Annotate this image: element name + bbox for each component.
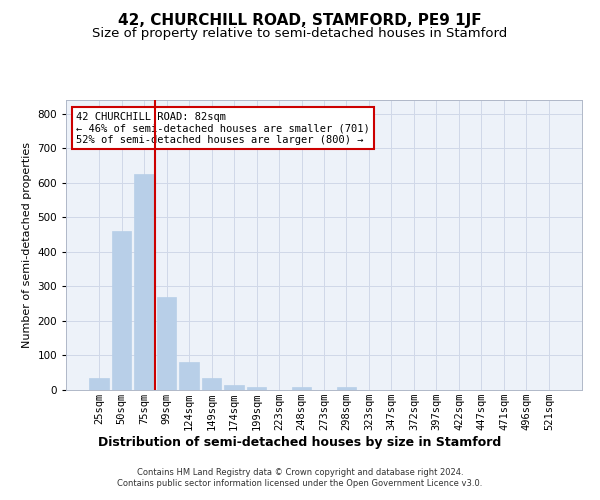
Bar — [112, 230, 131, 390]
Text: Size of property relative to semi-detached houses in Stamford: Size of property relative to semi-detach… — [92, 28, 508, 40]
Text: Contains HM Land Registry data © Crown copyright and database right 2024.
Contai: Contains HM Land Registry data © Crown c… — [118, 468, 482, 487]
Bar — [337, 386, 356, 390]
Y-axis label: Number of semi-detached properties: Number of semi-detached properties — [22, 142, 32, 348]
Bar — [134, 174, 154, 390]
Bar — [224, 385, 244, 390]
Text: 42 CHURCHILL ROAD: 82sqm
← 46% of semi-detached houses are smaller (701)
52% of : 42 CHURCHILL ROAD: 82sqm ← 46% of semi-d… — [76, 112, 370, 145]
Bar — [247, 386, 266, 390]
Bar — [202, 378, 221, 390]
Bar — [157, 297, 176, 390]
Bar — [89, 378, 109, 390]
Bar — [292, 386, 311, 390]
Text: Distribution of semi-detached houses by size in Stamford: Distribution of semi-detached houses by … — [98, 436, 502, 449]
Text: 42, CHURCHILL ROAD, STAMFORD, PE9 1JF: 42, CHURCHILL ROAD, STAMFORD, PE9 1JF — [118, 12, 482, 28]
Bar — [179, 362, 199, 390]
